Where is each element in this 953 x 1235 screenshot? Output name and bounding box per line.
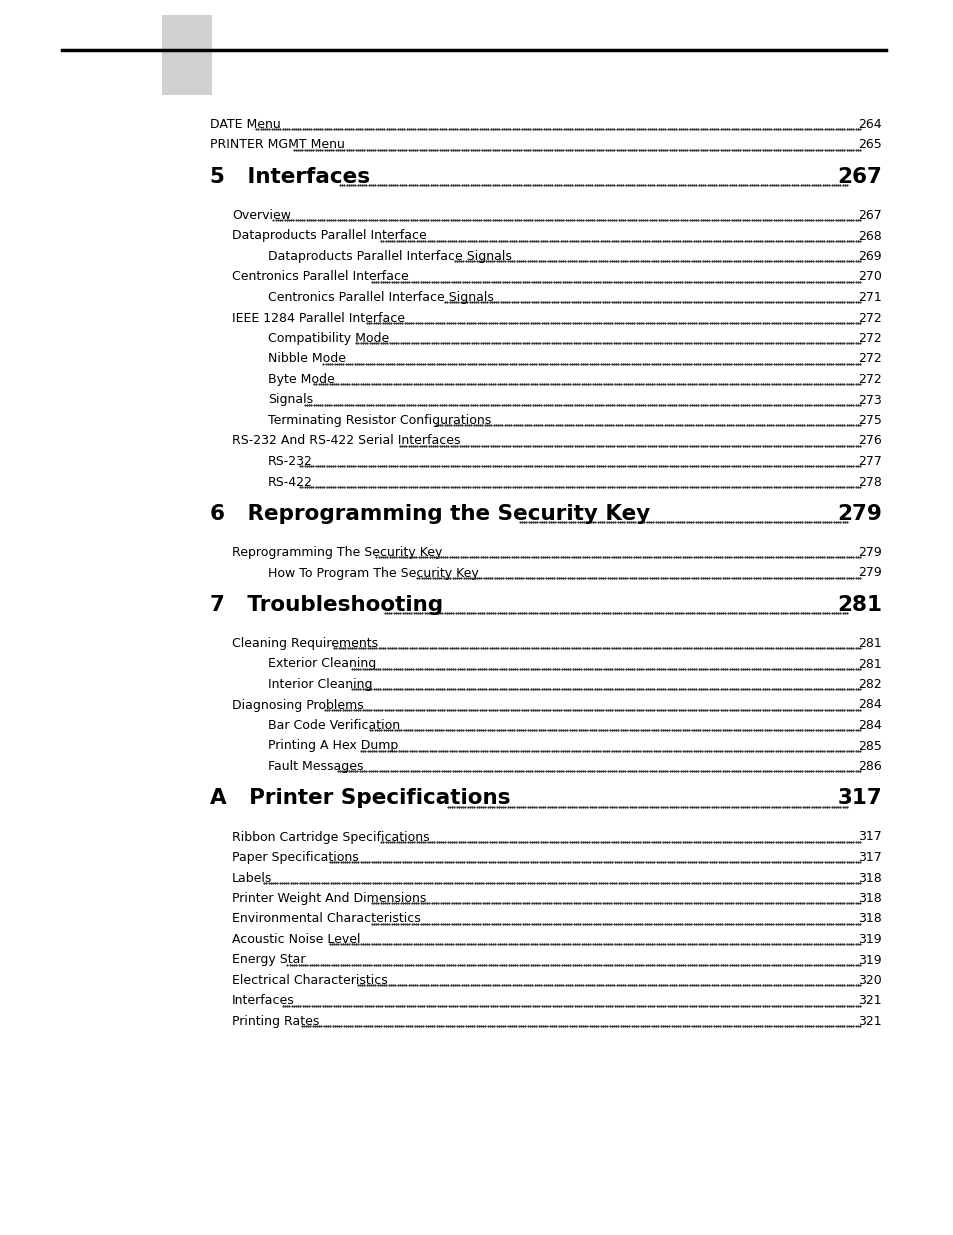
Text: 272: 272 (858, 332, 882, 345)
Bar (162, 15, 212, 95)
Text: 318: 318 (858, 913, 882, 925)
Text: Compatibility Mode: Compatibility Mode (268, 332, 389, 345)
Text: Interior Cleaning: Interior Cleaning (268, 678, 372, 692)
Text: 279: 279 (858, 546, 882, 559)
Text: 276: 276 (858, 435, 882, 447)
Text: 5   Interfaces: 5 Interfaces (210, 167, 370, 186)
Text: Exterior Cleaning: Exterior Cleaning (268, 657, 375, 671)
Text: How To Program The Security Key: How To Program The Security Key (268, 567, 478, 579)
Text: 281: 281 (858, 657, 882, 671)
Text: DATE Menu: DATE Menu (210, 119, 280, 131)
Text: 319: 319 (858, 953, 882, 967)
Text: 6   Reprogramming the Security Key: 6 Reprogramming the Security Key (210, 504, 650, 524)
Text: 264: 264 (858, 119, 882, 131)
Text: Printing A Hex Dump: Printing A Hex Dump (268, 740, 397, 752)
Text: 273: 273 (858, 394, 882, 406)
Text: 317: 317 (858, 830, 882, 844)
Text: 317: 317 (837, 788, 882, 809)
Text: PRINTER MGMT Menu: PRINTER MGMT Menu (210, 138, 345, 152)
Text: 321: 321 (858, 994, 882, 1008)
Text: 318: 318 (858, 892, 882, 905)
Text: 281: 281 (836, 595, 882, 615)
Text: Bar Code Verification: Bar Code Verification (268, 719, 399, 732)
Text: 279: 279 (836, 504, 882, 524)
Text: 282: 282 (858, 678, 882, 692)
Text: Diagnosing Problems: Diagnosing Problems (232, 699, 363, 711)
Text: Environmental Characteristics: Environmental Characteristics (232, 913, 420, 925)
Text: 286: 286 (858, 760, 882, 773)
Text: Signals: Signals (268, 394, 313, 406)
Text: 277: 277 (858, 454, 882, 468)
Text: Ribbon Cartridge Specifications: Ribbon Cartridge Specifications (232, 830, 429, 844)
Text: 317: 317 (858, 851, 882, 864)
Text: Centronics Parallel Interface: Centronics Parallel Interface (232, 270, 408, 284)
Text: RS-232 And RS-422 Serial Interfaces: RS-232 And RS-422 Serial Interfaces (232, 435, 460, 447)
Text: 272: 272 (858, 373, 882, 387)
Text: A   Printer Specifications: A Printer Specifications (210, 788, 510, 809)
Text: Dataproducts Parallel Interface Signals: Dataproducts Parallel Interface Signals (268, 249, 512, 263)
Text: IEEE 1284 Parallel Interface: IEEE 1284 Parallel Interface (232, 311, 405, 325)
Text: Dataproducts Parallel Interface: Dataproducts Parallel Interface (232, 230, 426, 242)
Text: Acoustic Noise Level: Acoustic Noise Level (232, 932, 360, 946)
Text: 285: 285 (858, 740, 882, 752)
Text: Reprogramming The Security Key: Reprogramming The Security Key (232, 546, 442, 559)
Text: Electrical Characteristics: Electrical Characteristics (232, 974, 387, 987)
Text: Terminating Resistor Configurations: Terminating Resistor Configurations (268, 414, 491, 427)
Text: 275: 275 (858, 414, 882, 427)
Text: Paper Specifications: Paper Specifications (232, 851, 358, 864)
Text: Nibble Mode: Nibble Mode (268, 352, 346, 366)
Text: 272: 272 (858, 352, 882, 366)
Text: Overview: Overview (232, 209, 291, 222)
Text: Fault Messages: Fault Messages (268, 760, 363, 773)
Text: 319: 319 (858, 932, 882, 946)
Text: Centronics Parallel Interface Signals: Centronics Parallel Interface Signals (268, 291, 494, 304)
Text: Printing Rates: Printing Rates (232, 1015, 319, 1028)
Text: 284: 284 (858, 699, 882, 711)
Text: Printer Weight And Dimensions: Printer Weight And Dimensions (232, 892, 426, 905)
Text: 267: 267 (836, 167, 882, 186)
Text: 272: 272 (858, 311, 882, 325)
Text: Energy Star: Energy Star (232, 953, 305, 967)
Text: 318: 318 (858, 872, 882, 884)
Text: RS-422: RS-422 (268, 475, 313, 489)
Text: 267: 267 (858, 209, 882, 222)
Text: 320: 320 (858, 974, 882, 987)
Text: Labels: Labels (232, 872, 273, 884)
Text: 271: 271 (858, 291, 882, 304)
Text: 281: 281 (858, 637, 882, 650)
Text: 268: 268 (858, 230, 882, 242)
Text: RS-232: RS-232 (268, 454, 313, 468)
Text: 265: 265 (858, 138, 882, 152)
Text: 269: 269 (858, 249, 882, 263)
Text: 270: 270 (858, 270, 882, 284)
Text: 279: 279 (858, 567, 882, 579)
Text: Interfaces: Interfaces (232, 994, 294, 1008)
Text: Byte Mode: Byte Mode (268, 373, 335, 387)
Text: 284: 284 (858, 719, 882, 732)
Text: Cleaning Requirements: Cleaning Requirements (232, 637, 377, 650)
Text: 7   Troubleshooting: 7 Troubleshooting (210, 595, 442, 615)
Text: 321: 321 (858, 1015, 882, 1028)
Text: 278: 278 (858, 475, 882, 489)
